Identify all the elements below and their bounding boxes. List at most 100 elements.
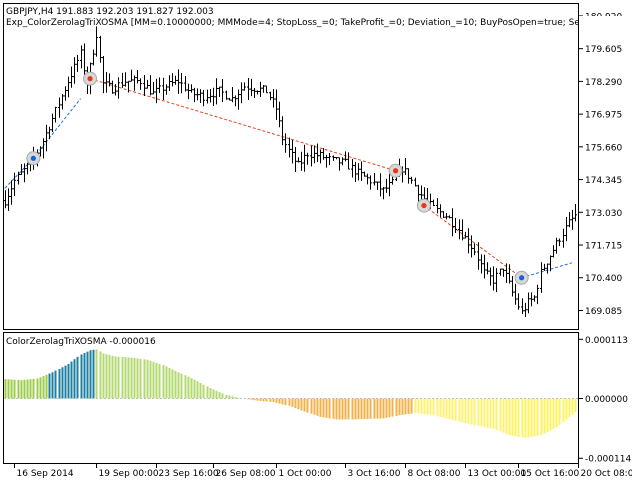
price-bar bbox=[546, 263, 549, 274]
price-bar bbox=[171, 73, 174, 87]
price-bar bbox=[306, 152, 309, 165]
price-bar bbox=[464, 231, 467, 239]
price-bar bbox=[184, 75, 187, 92]
price-bar bbox=[310, 145, 313, 167]
price-bar bbox=[319, 149, 322, 164]
time-axis-label: 13 Oct 00:00 bbox=[468, 469, 527, 479]
price-bar bbox=[168, 75, 171, 91]
price-bar bbox=[92, 49, 95, 66]
price-bar bbox=[206, 89, 209, 104]
trade-line bbox=[521, 262, 573, 279]
time-axis-label: 23 Sep 16:00 bbox=[159, 469, 219, 479]
price-bar bbox=[23, 163, 26, 183]
price-bar bbox=[432, 199, 435, 207]
price-bar bbox=[187, 83, 190, 100]
price-bar bbox=[139, 78, 142, 90]
price-bar bbox=[470, 235, 473, 258]
price-bar bbox=[376, 181, 379, 190]
price-bar bbox=[199, 89, 202, 104]
price-bar bbox=[366, 173, 369, 185]
time-axis-label: 3 Oct 16:00 bbox=[348, 469, 401, 479]
price-bar bbox=[530, 292, 533, 307]
expert-header: Exp_ColorZerolagTriXOSMA [MM=0.10000000;… bbox=[6, 18, 632, 28]
price-bar bbox=[565, 216, 568, 242]
price-bar bbox=[174, 75, 177, 85]
price-axis-label: 173.030 bbox=[585, 209, 622, 219]
price-bar bbox=[48, 126, 51, 140]
price-bar bbox=[505, 263, 508, 283]
price-bar bbox=[332, 155, 335, 161]
price-axis-label: 179.605 bbox=[585, 45, 622, 55]
price-bar bbox=[492, 266, 495, 291]
price-bar bbox=[73, 57, 76, 84]
main-price-panel[interactable] bbox=[3, 3, 579, 330]
time-axis-label: 20 Oct 08:00 bbox=[581, 469, 632, 479]
price-bar bbox=[149, 75, 152, 96]
price-bar bbox=[99, 35, 102, 63]
price-bars bbox=[4, 26, 577, 317]
sell-signal-marker bbox=[83, 71, 98, 86]
price-bar bbox=[111, 80, 114, 94]
signal-markers bbox=[26, 71, 529, 285]
time-axis-label: 16 Sep 2014 bbox=[17, 469, 74, 479]
price-bar bbox=[341, 157, 344, 166]
price-bar bbox=[385, 178, 388, 193]
price-bar bbox=[54, 106, 57, 123]
price-bar bbox=[458, 219, 461, 240]
price-bar bbox=[294, 146, 297, 173]
price-bar bbox=[278, 101, 281, 128]
price-bar bbox=[347, 152, 350, 170]
price-bar bbox=[417, 184, 420, 202]
price-bar bbox=[316, 143, 319, 162]
oscillator-panel[interactable] bbox=[3, 332, 579, 464]
price-bar bbox=[269, 91, 272, 101]
price-bar bbox=[454, 217, 457, 234]
price-bar bbox=[114, 84, 117, 96]
price-bar bbox=[45, 124, 48, 152]
price-bar bbox=[540, 262, 543, 293]
trade-line bbox=[423, 205, 522, 279]
symbol-header: GBPJPY,H4 191.883 192.203 191.827 192.00… bbox=[6, 7, 214, 17]
price-axis-label: 171.715 bbox=[585, 242, 622, 252]
price-bar bbox=[369, 175, 372, 190]
indicator-header: ColorZerolagTriXOSMA -0.000016 bbox=[6, 337, 156, 347]
price-bar bbox=[58, 97, 61, 118]
price-bar bbox=[234, 95, 237, 107]
time-axis-label: 26 Sep 08:00 bbox=[216, 469, 276, 479]
price-bar bbox=[212, 87, 215, 107]
price-bar bbox=[445, 212, 448, 220]
price-bar bbox=[555, 237, 558, 254]
price-axis-label: 176.975 bbox=[585, 111, 622, 121]
price-bar bbox=[108, 73, 111, 87]
trade-line bbox=[89, 78, 396, 172]
price-bar bbox=[13, 172, 16, 196]
price-bar bbox=[240, 82, 243, 104]
price-bar bbox=[190, 84, 193, 93]
price-bar bbox=[300, 151, 303, 171]
price-bar bbox=[196, 88, 199, 101]
price-bar bbox=[127, 80, 130, 93]
price-bar bbox=[514, 283, 517, 305]
price-bar bbox=[162, 77, 165, 101]
price-bar bbox=[243, 82, 246, 91]
oscillator-axis-label: -0.000114 bbox=[585, 455, 631, 465]
price-bar bbox=[177, 69, 180, 94]
price-bar bbox=[250, 78, 253, 97]
price-bar bbox=[552, 245, 555, 258]
price-bar bbox=[442, 211, 445, 219]
price-bar bbox=[288, 137, 291, 158]
price-bar bbox=[511, 276, 514, 297]
price-bar bbox=[325, 154, 328, 168]
sell-signal-marker bbox=[388, 163, 403, 178]
price-bar bbox=[64, 86, 67, 101]
price-bar bbox=[146, 79, 149, 89]
price-bar bbox=[322, 148, 325, 160]
price-bar bbox=[237, 89, 240, 110]
time-axis-label: 15 Oct 16:00 bbox=[521, 469, 580, 479]
price-bar bbox=[152, 81, 155, 95]
price-bar bbox=[373, 172, 376, 186]
header-clip bbox=[579, 16, 632, 28]
buy-signal-marker bbox=[26, 151, 41, 166]
